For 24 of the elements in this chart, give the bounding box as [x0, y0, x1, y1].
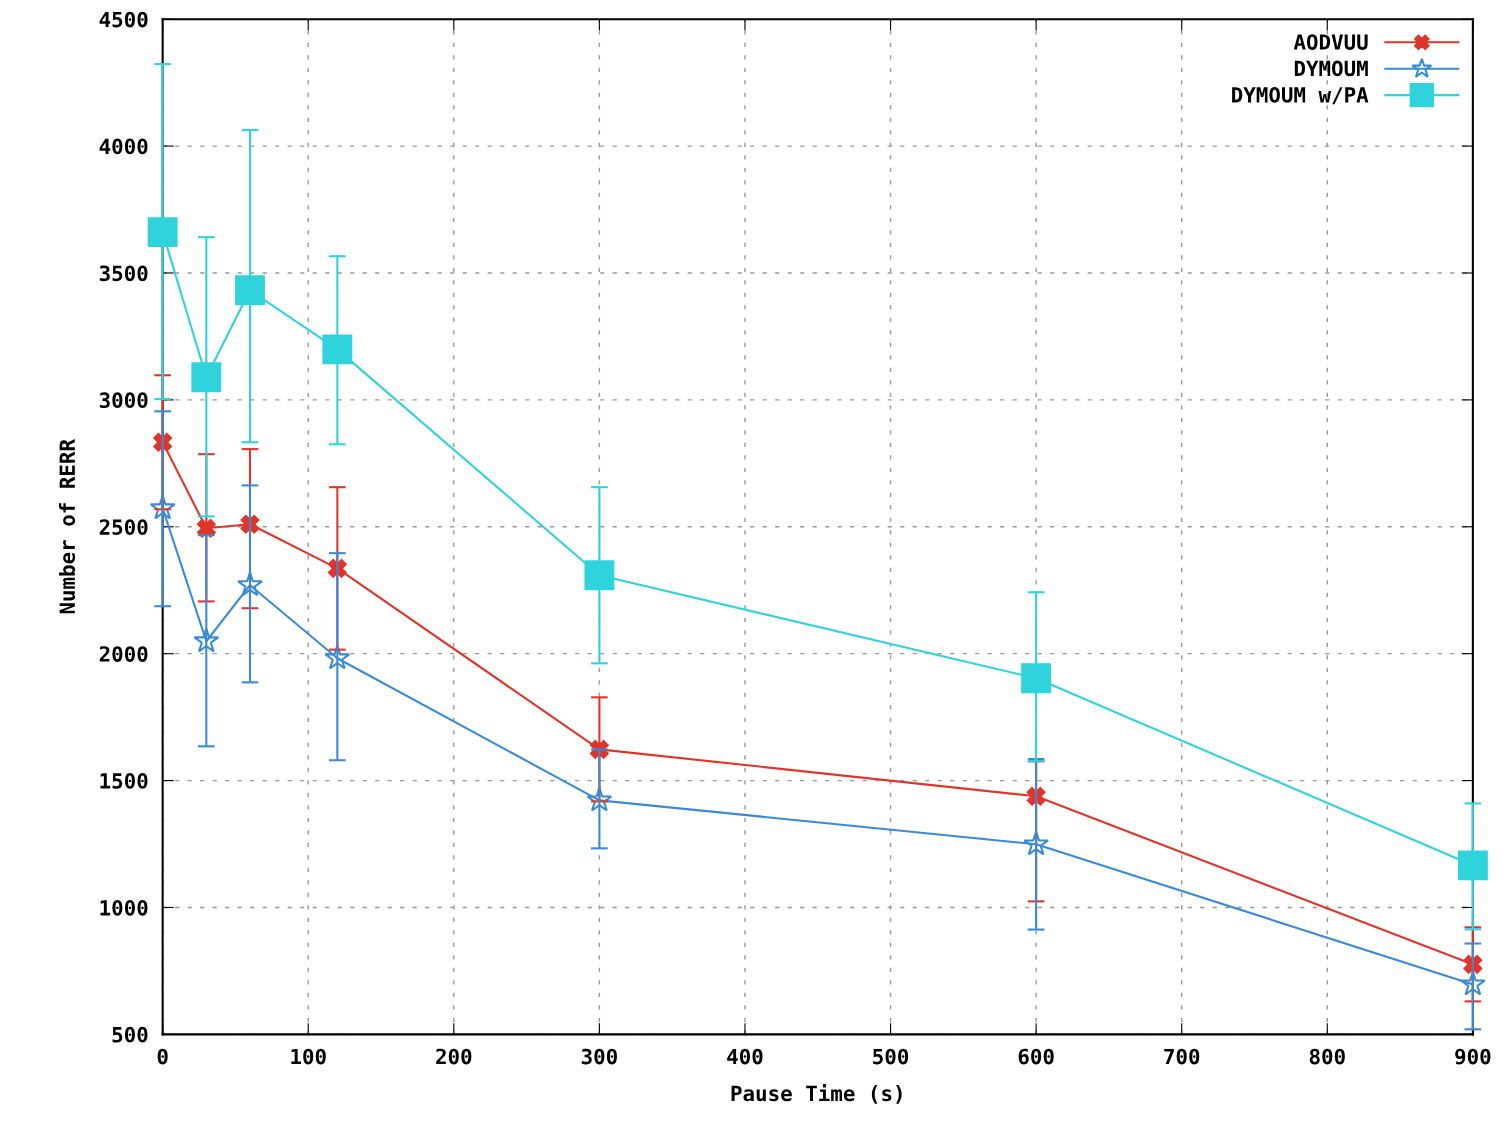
y-tick-label: 1500	[100, 773, 148, 789]
x-tick-label: 700	[1164, 1048, 1200, 1065]
x-tick-label: 300	[581, 1048, 617, 1065]
y-tick-label: 1000	[100, 899, 148, 916]
x-tick-label: 100	[291, 1048, 326, 1065]
x-tick-label: 500	[873, 1048, 909, 1065]
x-tick-label: 400	[727, 1048, 763, 1065]
y-axis-title: Number of RERR	[58, 438, 76, 614]
y-tick-label: 3000	[99, 392, 148, 409]
y-tick-label: 3500	[99, 265, 148, 282]
legend-label: DYMOUM	[1294, 60, 1368, 77]
x-tick-label: 200	[436, 1048, 472, 1065]
legend-label: AODVUU	[1293, 34, 1368, 50]
x-axis-title: Pause Time (s)	[731, 1083, 902, 1104]
y-tick-label: 2000	[99, 646, 148, 662]
y-tick-label: 4000	[99, 138, 148, 155]
legend-label: DYMOUM w/PA	[1232, 86, 1369, 105]
x-tick-label: 0	[157, 1048, 168, 1065]
y-tick-label: 4500	[99, 11, 148, 28]
x-tick-label: 800	[1309, 1048, 1345, 1065]
y-tick-label: 2500	[99, 519, 148, 535]
x-tick-label: 600	[1018, 1048, 1054, 1065]
x-tick-label: 900	[1455, 1048, 1491, 1065]
y-tick-label: 500	[112, 1026, 148, 1043]
